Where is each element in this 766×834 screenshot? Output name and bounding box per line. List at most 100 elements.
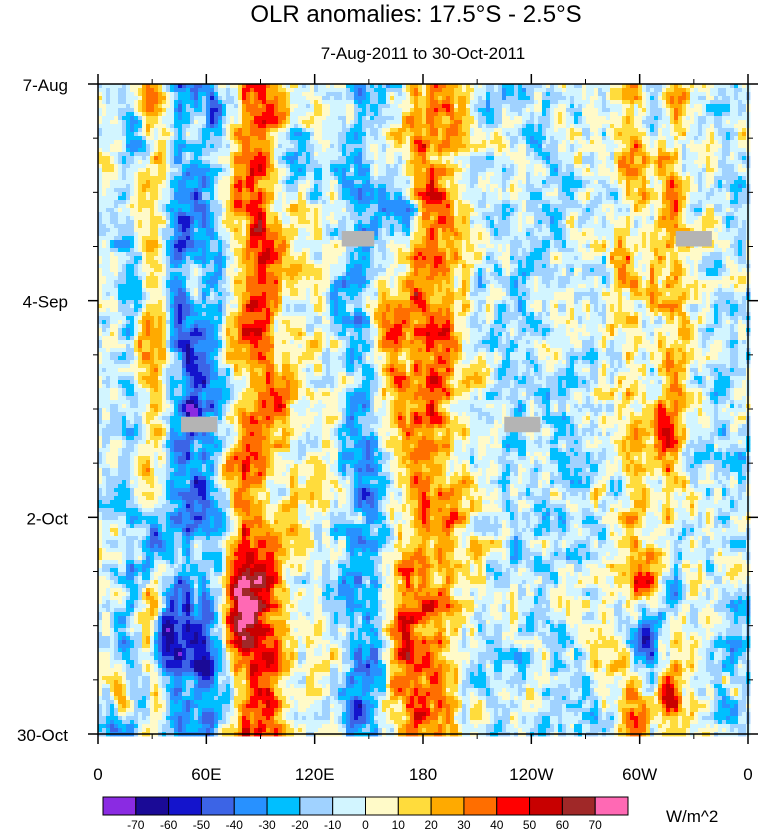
field-cell [434,96,438,100]
field-cell [306,124,310,128]
field-cell [182,88,186,92]
field-cell [186,112,190,116]
field-cell [366,108,370,112]
field-cell [238,88,242,92]
field-cell [386,100,390,104]
field-cell [534,92,538,96]
field-cell [690,96,694,100]
field-cell [742,128,746,132]
field-cell [422,128,426,132]
field-cell [154,96,158,100]
field-cell [102,120,106,124]
field-cell [414,116,418,120]
field-cell [614,96,618,100]
field-cell [722,124,726,128]
field-cell [410,108,414,112]
field-cell [438,96,442,100]
field-cell [282,112,286,116]
field-cell [150,128,154,132]
field-cell [338,128,342,132]
field-cell [318,124,322,128]
field-cell [542,112,546,116]
field-cell [362,88,366,92]
field-cell [414,120,418,124]
field-cell [330,108,334,112]
field-cell [146,124,150,128]
field-cell [726,120,730,124]
field-cell [202,96,206,100]
field-cell [402,116,406,120]
field-cell [306,116,310,120]
field-cell [114,112,118,116]
field-cell [486,108,490,112]
field-cell [278,96,282,100]
field-cell [710,120,714,124]
field-cell [130,132,134,136]
field-cell [442,116,446,120]
field-cell [610,112,614,116]
field-cell [514,100,518,104]
field-cell [118,128,122,132]
field-cell [278,88,282,92]
field-cell [558,116,562,120]
field-cell [310,104,314,108]
field-cell [662,108,666,112]
field-cell [426,100,430,104]
field-cell [658,100,662,104]
field-cell [586,108,590,112]
field-cell [154,112,158,116]
field-cell [294,128,298,132]
field-cell [710,100,714,104]
field-cell [658,108,662,112]
field-cell [470,120,474,124]
field-cell [330,116,334,120]
field-cell [434,100,438,104]
field-cell [622,128,626,132]
field-cell [670,92,674,96]
field-cell [594,88,598,92]
field-cell [394,128,398,132]
field-cell [314,96,318,100]
field-cell [422,120,426,124]
field-cell [102,88,106,92]
field-cell [474,88,478,92]
field-cell [734,120,738,124]
field-cell [446,88,450,92]
field-cell [710,96,714,100]
field-cell [254,128,258,132]
field-cell [246,92,250,96]
field-cell [390,120,394,124]
field-cell [498,112,502,116]
field-cell [458,116,462,120]
field-cell [738,124,742,128]
field-cell [174,116,178,120]
field-cell [298,120,302,124]
field-cell [174,112,178,116]
field-cell [390,128,394,132]
field-cell [446,100,450,104]
field-cell [722,108,726,112]
field-cell [654,120,658,124]
field-cell [470,124,474,128]
field-cell [606,116,610,120]
field-cell [414,96,418,100]
field-cell [274,96,278,100]
field-cell [374,120,378,124]
field-cell [650,92,654,96]
field-cell [586,88,590,92]
field-cell [518,116,522,120]
field-cell [282,108,286,112]
field-cell [494,116,498,120]
field-cell [434,88,438,92]
field-cell [186,124,190,128]
field-cell [594,128,598,132]
field-cell [418,92,422,96]
field-cell [162,116,166,120]
field-cell [418,104,422,108]
field-cell [286,112,290,116]
field-cell [166,116,170,120]
field-cell [362,104,366,108]
field-cell [562,124,566,128]
field-cell [294,116,298,120]
field-cell [338,100,342,104]
